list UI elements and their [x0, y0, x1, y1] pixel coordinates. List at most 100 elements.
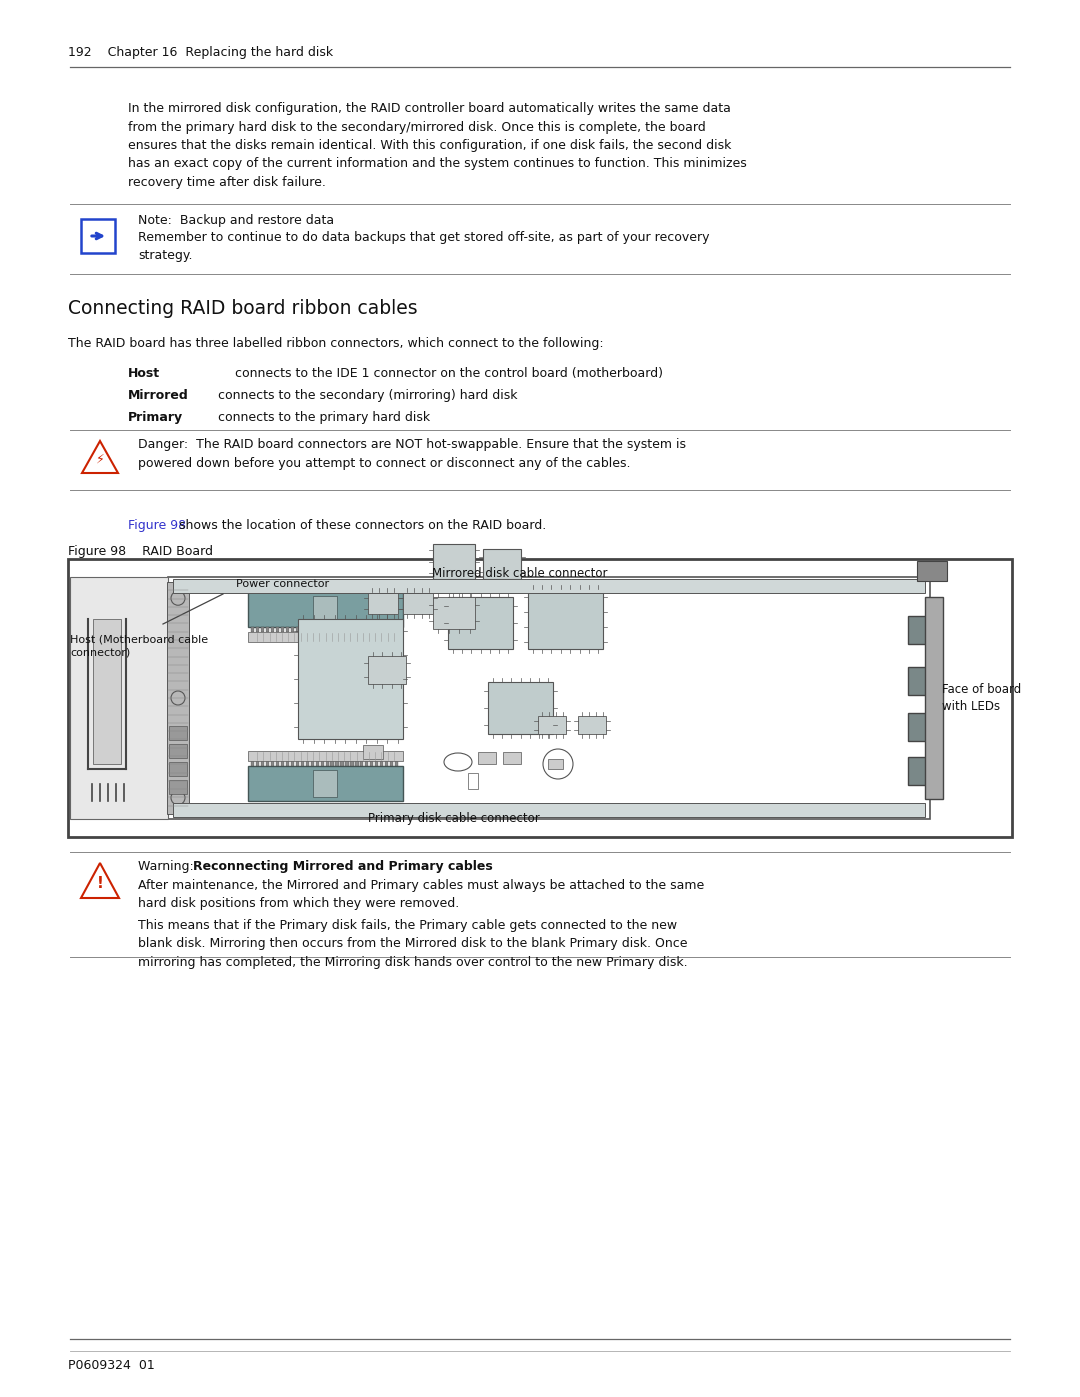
- FancyBboxPatch shape: [340, 627, 343, 631]
- FancyBboxPatch shape: [346, 761, 349, 766]
- Text: Power connector: Power connector: [237, 578, 329, 590]
- Text: connects to the primary hard disk: connects to the primary hard disk: [218, 411, 430, 425]
- FancyBboxPatch shape: [395, 761, 399, 766]
- FancyBboxPatch shape: [315, 627, 319, 631]
- FancyBboxPatch shape: [340, 761, 343, 766]
- FancyBboxPatch shape: [306, 761, 309, 766]
- FancyBboxPatch shape: [548, 759, 563, 768]
- FancyBboxPatch shape: [248, 752, 403, 761]
- FancyBboxPatch shape: [390, 627, 393, 631]
- FancyBboxPatch shape: [908, 616, 928, 644]
- FancyBboxPatch shape: [291, 627, 294, 631]
- FancyBboxPatch shape: [81, 219, 114, 253]
- FancyBboxPatch shape: [296, 627, 299, 631]
- FancyBboxPatch shape: [361, 627, 364, 631]
- FancyBboxPatch shape: [248, 592, 403, 627]
- FancyBboxPatch shape: [386, 761, 389, 766]
- FancyBboxPatch shape: [448, 597, 513, 650]
- Text: This means that if the Primary disk fails, the Primary cable gets connected to t: This means that if the Primary disk fail…: [138, 919, 688, 970]
- Text: P0609324  01: P0609324 01: [68, 1359, 154, 1372]
- FancyBboxPatch shape: [286, 627, 289, 631]
- Text: After maintenance, the Mirrored and Primary cables must always be attached to th: After maintenance, the Mirrored and Prim…: [138, 879, 704, 911]
- FancyBboxPatch shape: [168, 761, 187, 775]
- FancyBboxPatch shape: [275, 761, 279, 766]
- FancyBboxPatch shape: [313, 597, 337, 623]
- Text: ⚡: ⚡: [96, 453, 105, 465]
- FancyBboxPatch shape: [350, 761, 353, 766]
- FancyBboxPatch shape: [368, 657, 406, 685]
- FancyBboxPatch shape: [266, 761, 269, 766]
- FancyBboxPatch shape: [256, 627, 259, 631]
- Text: Note:  Backup and restore data: Note: Backup and restore data: [138, 214, 334, 226]
- Text: connects to the IDE 1 connector on the control board (motherboard): connects to the IDE 1 connector on the c…: [235, 367, 663, 380]
- FancyBboxPatch shape: [578, 717, 606, 733]
- FancyBboxPatch shape: [350, 627, 353, 631]
- FancyBboxPatch shape: [251, 627, 254, 631]
- Text: Primary disk cable connector: Primary disk cable connector: [368, 812, 540, 826]
- FancyBboxPatch shape: [370, 761, 374, 766]
- FancyBboxPatch shape: [173, 803, 924, 817]
- FancyBboxPatch shape: [365, 627, 368, 631]
- FancyBboxPatch shape: [538, 717, 566, 733]
- FancyBboxPatch shape: [286, 761, 289, 766]
- FancyBboxPatch shape: [168, 577, 930, 819]
- FancyBboxPatch shape: [296, 761, 299, 766]
- Text: Mirrored disk cable connector: Mirrored disk cable connector: [432, 567, 608, 580]
- FancyBboxPatch shape: [355, 761, 359, 766]
- FancyBboxPatch shape: [433, 597, 475, 629]
- Text: shows the location of these connectors on the RAID board.: shows the location of these connectors o…: [179, 520, 546, 532]
- FancyBboxPatch shape: [315, 761, 319, 766]
- Text: Figure 98    RAID Board: Figure 98 RAID Board: [68, 545, 213, 557]
- FancyBboxPatch shape: [503, 752, 521, 764]
- FancyBboxPatch shape: [403, 592, 433, 615]
- FancyBboxPatch shape: [70, 577, 168, 819]
- FancyBboxPatch shape: [313, 770, 337, 798]
- FancyBboxPatch shape: [924, 597, 943, 799]
- FancyBboxPatch shape: [375, 627, 378, 631]
- FancyBboxPatch shape: [330, 761, 334, 766]
- Text: Danger:  The RAID board connectors are NOT hot-swappable. Ensure that the system: Danger: The RAID board connectors are NO…: [138, 439, 686, 469]
- Text: Warning:: Warning:: [138, 861, 202, 873]
- FancyBboxPatch shape: [271, 627, 274, 631]
- FancyBboxPatch shape: [311, 761, 314, 766]
- FancyBboxPatch shape: [375, 761, 378, 766]
- FancyBboxPatch shape: [325, 627, 328, 631]
- FancyBboxPatch shape: [483, 549, 521, 578]
- FancyBboxPatch shape: [468, 773, 478, 789]
- FancyBboxPatch shape: [251, 761, 254, 766]
- Text: In the mirrored disk configuration, the RAID controller board automatically writ: In the mirrored disk configuration, the …: [129, 102, 746, 189]
- FancyBboxPatch shape: [528, 590, 603, 650]
- Text: Face of board
with LEDs: Face of board with LEDs: [942, 683, 1022, 714]
- FancyBboxPatch shape: [261, 761, 265, 766]
- FancyBboxPatch shape: [300, 761, 303, 766]
- FancyBboxPatch shape: [917, 562, 947, 581]
- FancyBboxPatch shape: [291, 761, 294, 766]
- FancyBboxPatch shape: [311, 627, 314, 631]
- FancyBboxPatch shape: [281, 761, 284, 766]
- FancyBboxPatch shape: [908, 712, 928, 740]
- Text: Remember to continue to do data backups that get stored off-site, as part of you: Remember to continue to do data backups …: [138, 231, 710, 263]
- FancyBboxPatch shape: [908, 666, 928, 696]
- FancyBboxPatch shape: [478, 752, 496, 764]
- FancyBboxPatch shape: [380, 761, 383, 766]
- FancyBboxPatch shape: [168, 745, 187, 759]
- Text: Figure 98: Figure 98: [129, 520, 186, 532]
- FancyBboxPatch shape: [248, 631, 403, 643]
- FancyBboxPatch shape: [336, 627, 339, 631]
- FancyBboxPatch shape: [167, 583, 189, 814]
- FancyBboxPatch shape: [368, 592, 399, 615]
- FancyBboxPatch shape: [281, 627, 284, 631]
- FancyBboxPatch shape: [361, 761, 364, 766]
- FancyBboxPatch shape: [261, 627, 265, 631]
- FancyBboxPatch shape: [256, 761, 259, 766]
- FancyBboxPatch shape: [346, 627, 349, 631]
- FancyBboxPatch shape: [321, 627, 324, 631]
- FancyBboxPatch shape: [390, 761, 393, 766]
- FancyBboxPatch shape: [271, 761, 274, 766]
- FancyBboxPatch shape: [488, 682, 553, 733]
- FancyBboxPatch shape: [325, 761, 328, 766]
- FancyBboxPatch shape: [370, 627, 374, 631]
- FancyBboxPatch shape: [173, 578, 924, 592]
- FancyBboxPatch shape: [321, 761, 324, 766]
- FancyBboxPatch shape: [298, 619, 403, 739]
